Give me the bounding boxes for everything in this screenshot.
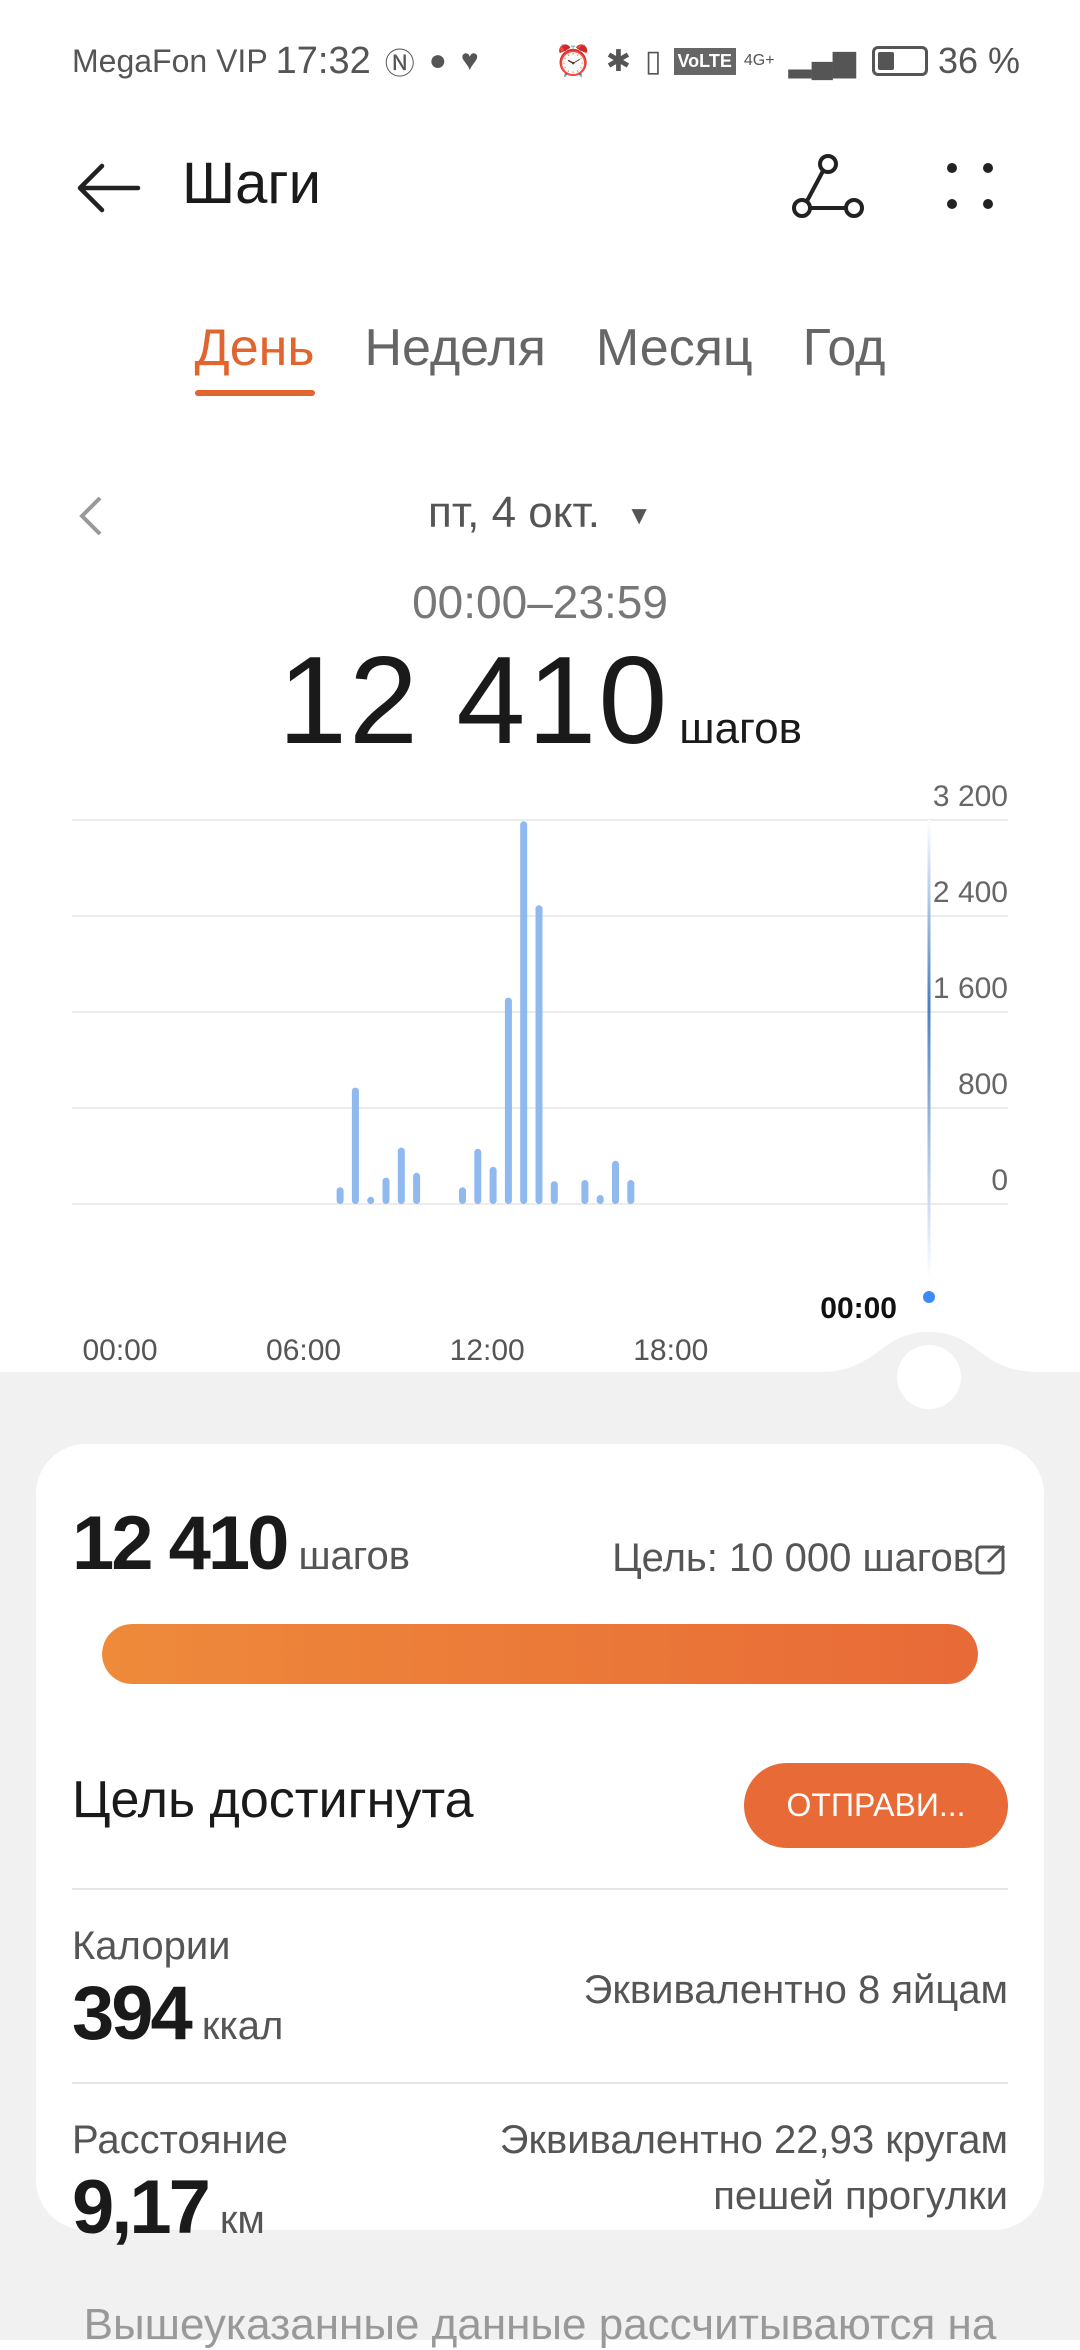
caret-down-icon: ▼ (626, 499, 652, 530)
goal-progress-fill (102, 1624, 978, 1684)
calories-value: 394 (72, 1971, 193, 2056)
bar (504, 997, 512, 1204)
distance-equivalent-line1: Эквивалентно 22,93 кругам (499, 2118, 1008, 2162)
bar (351, 1087, 359, 1204)
footer-note: Вышеуказанные данные рассчитываются на (83, 2300, 997, 2349)
period-tabs: День Неделя Месяц Год (0, 318, 1080, 396)
goal-progress-bar (102, 1624, 978, 1684)
more-button[interactable] (940, 156, 1000, 216)
x-tick-label: 12:00 (450, 1334, 525, 1367)
bar (612, 1160, 619, 1204)
selected-time-label: 00:00 (820, 1292, 897, 1325)
bar (550, 1181, 558, 1204)
bar (520, 821, 528, 1204)
total-steps-value: 12 410 (278, 632, 670, 770)
divider (72, 1888, 1008, 1890)
distance-equivalent: Эквивалентно 22,93 кругам пешей прогулки (500, 2112, 1008, 2224)
y-tick-label: 2 400 (933, 876, 1008, 909)
arrow-left-icon (77, 163, 141, 213)
date-selector[interactable]: пт, 4 окт. ▼ (0, 488, 1080, 538)
battery-percent: 36 % (937, 40, 1020, 81)
date-label: пт, 4 окт. (428, 488, 600, 537)
bluetooth-icon: ✱ (605, 44, 631, 78)
alarm-icon: ⏰ (554, 44, 592, 78)
goal-status: Цель достигнута (72, 1771, 474, 1829)
x-tick-label: 06:00 (266, 1334, 341, 1367)
y-tick-label: 1 600 (933, 972, 1008, 1005)
y-tick-label: 3 200 (933, 780, 1008, 813)
chevron-left-icon (79, 496, 102, 536)
vibrate-icon: ▯ (645, 44, 662, 78)
bar (367, 1196, 375, 1204)
slider-track (0, 1332, 1080, 1420)
chat-icon: ● (428, 44, 447, 77)
distance-label: Расстояние (72, 2118, 289, 2162)
back-button[interactable] (72, 160, 144, 216)
more-dots-icon (947, 163, 993, 209)
card-steps-unit: шагов (298, 1534, 410, 1578)
share-button[interactable] (790, 150, 866, 220)
bar (581, 1180, 589, 1204)
network-type: 4G+ (743, 52, 775, 69)
carrier: MegaFon VIP (72, 42, 268, 79)
calories-equivalent: Эквивалентно 8 яйцам (583, 1968, 1008, 2012)
distance: 9,17 км (72, 2164, 265, 2251)
bar (596, 1195, 604, 1204)
bar (627, 1180, 635, 1204)
share-icon (792, 154, 864, 218)
distance-unit: км (219, 2198, 265, 2242)
goal-label: Цель: 10 000 шагов (612, 1536, 974, 1580)
steps-chart[interactable]: 3 200 2 400 1 600 800 0 00:00 06:00 12:00 18:00 0… (0, 780, 1080, 1420)
x-tick-label: 00:00 (82, 1334, 157, 1367)
card-steps: 12 410 шагов (72, 1500, 512, 1590)
tab-week[interactable]: Неделя (364, 319, 546, 377)
edit-icon (975, 1544, 1006, 1575)
heart-icon: ♥ (460, 44, 479, 77)
selection-line (927, 820, 931, 1280)
bar (474, 1148, 482, 1204)
signal-icon: ▂▄▆ (788, 44, 856, 78)
bar (535, 905, 543, 1204)
tab-year[interactable]: Год (802, 319, 886, 377)
page-title: Шаги (182, 151, 321, 216)
calories-unit: ккал (201, 2004, 284, 2048)
y-tick-label: 0 (991, 1164, 1008, 1197)
nfc-icon: Ⓝ (384, 48, 415, 81)
battery-icon (871, 46, 928, 76)
clock: 17:32 (275, 39, 371, 82)
distance-equivalent-line2: пешей прогулки (713, 2174, 1008, 2218)
bar (459, 1187, 466, 1204)
tab-day[interactable]: День (194, 318, 315, 396)
total-steps: 12 410 шагов (0, 630, 1080, 772)
status-bar: MegaFon VIP 17:32 Ⓝ ● ♥ ⏰ ✱ ▯ VoLTE 4G+ … (72, 38, 1020, 84)
bar (336, 1187, 344, 1204)
bar (382, 1177, 390, 1204)
calories: 394 ккал (72, 1970, 283, 2057)
bar (489, 1166, 497, 1204)
tab-month[interactable]: Месяц (595, 319, 753, 377)
calories-label: Калории (72, 1924, 231, 1968)
time-range: 00:00–23:59 (412, 576, 668, 628)
divider (72, 2082, 1008, 2084)
bar (397, 1147, 405, 1204)
volte-icon: VoLTE (673, 47, 736, 75)
share-achievement-button[interactable]: ОТПРАВИ... (744, 1763, 1008, 1848)
selection-dot (923, 1291, 935, 1303)
edit-goal-button[interactable] (974, 1542, 1008, 1576)
scrub-handle[interactable] (897, 1345, 961, 1409)
card-steps-value: 12 410 (72, 1501, 289, 1586)
y-tick-label: 800 (958, 1068, 1008, 1101)
prev-date-button[interactable] (76, 494, 106, 538)
distance-value: 9,17 (72, 2165, 211, 2250)
bar (413, 1172, 421, 1204)
x-tick-label: 18:00 (633, 1334, 708, 1367)
total-steps-unit: шагов (679, 704, 802, 753)
